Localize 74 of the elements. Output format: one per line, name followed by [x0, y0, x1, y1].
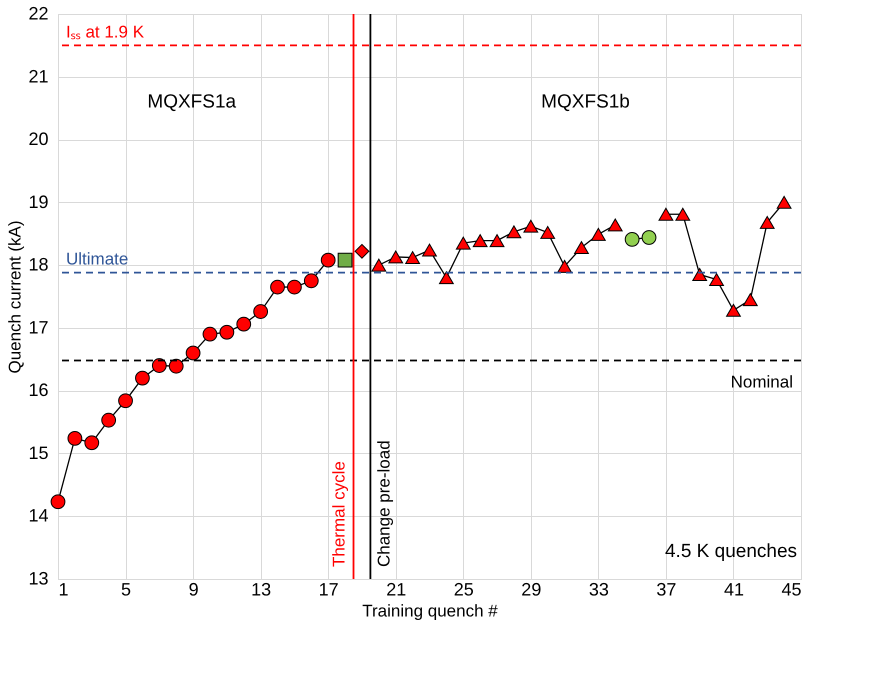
x-tick-label: 29 — [521, 580, 542, 600]
y-tick-label: 20 — [28, 129, 48, 150]
point — [608, 218, 623, 232]
annotation: MQXFS1a — [147, 92, 237, 113]
point — [320, 252, 336, 268]
point — [776, 196, 792, 209]
x-tick-label: 5 — [121, 580, 132, 600]
annotation: 4.5 K quenches — [664, 541, 798, 562]
y-tick-label: 15 — [28, 442, 48, 463]
point — [219, 324, 234, 340]
x-tick-label: 17 — [318, 580, 339, 600]
y-tick-label: 19 — [28, 192, 48, 212]
x-tick-label: 9 — [188, 580, 199, 600]
y-tick-label: 22 — [28, 4, 48, 24]
annotation: MQXFS1b — [541, 92, 630, 113]
point — [101, 412, 116, 428]
point — [236, 316, 252, 332]
ref-line-label: Nominal — [730, 372, 793, 392]
point — [574, 241, 589, 254]
point — [624, 232, 640, 247]
point — [742, 293, 758, 306]
point — [304, 273, 319, 288]
point — [84, 435, 100, 450]
y-tick-label: 21 — [28, 66, 48, 86]
point — [590, 228, 606, 241]
point — [388, 250, 404, 264]
point — [523, 220, 538, 233]
ref-line-label: Change pre-load — [374, 440, 394, 567]
point — [760, 216, 775, 229]
point — [490, 234, 504, 248]
point — [135, 370, 150, 386]
y-tick-label: 14 — [28, 506, 48, 526]
point — [354, 244, 370, 259]
point — [422, 244, 437, 257]
point — [338, 252, 352, 268]
point — [506, 225, 522, 238]
x-tick-label: 33 — [588, 580, 609, 600]
point — [692, 268, 708, 281]
point — [202, 326, 218, 342]
x-tick-label: 13 — [251, 580, 272, 600]
point — [726, 304, 741, 317]
point — [253, 304, 268, 319]
point — [186, 346, 200, 360]
y-tick-label: 17 — [28, 317, 48, 338]
point — [168, 358, 184, 374]
point — [152, 358, 167, 373]
y-tick-label: 16 — [28, 380, 48, 400]
y-axis-title: Quench current (kA) — [5, 220, 24, 374]
point — [67, 431, 82, 446]
point — [438, 271, 454, 284]
point — [405, 251, 420, 264]
x-axis-title: Training quench # — [362, 602, 498, 620]
x-tick-label: 41 — [724, 580, 744, 600]
point — [270, 280, 285, 294]
point — [371, 258, 386, 272]
x-tick-label: 21 — [386, 580, 406, 600]
point — [642, 230, 656, 245]
ref-line-label: Thermal cycle — [330, 461, 349, 567]
y-tick-label: 18 — [28, 254, 48, 275]
point — [472, 234, 488, 248]
point — [658, 208, 674, 221]
x-tick-label: 37 — [656, 580, 676, 600]
point — [50, 494, 66, 510]
point — [118, 393, 133, 408]
ref-line-label: Iₛₛ at 1.9 K — [66, 22, 145, 42]
x-tick-label: 25 — [454, 580, 474, 600]
x-tick-label: 45 — [781, 580, 802, 600]
point — [287, 280, 302, 294]
point — [709, 273, 724, 286]
point — [540, 226, 556, 239]
ref-line-label: Ultimate — [66, 250, 128, 269]
point — [675, 208, 690, 221]
point — [456, 236, 471, 250]
x-tick-label: 1 — [58, 580, 69, 600]
